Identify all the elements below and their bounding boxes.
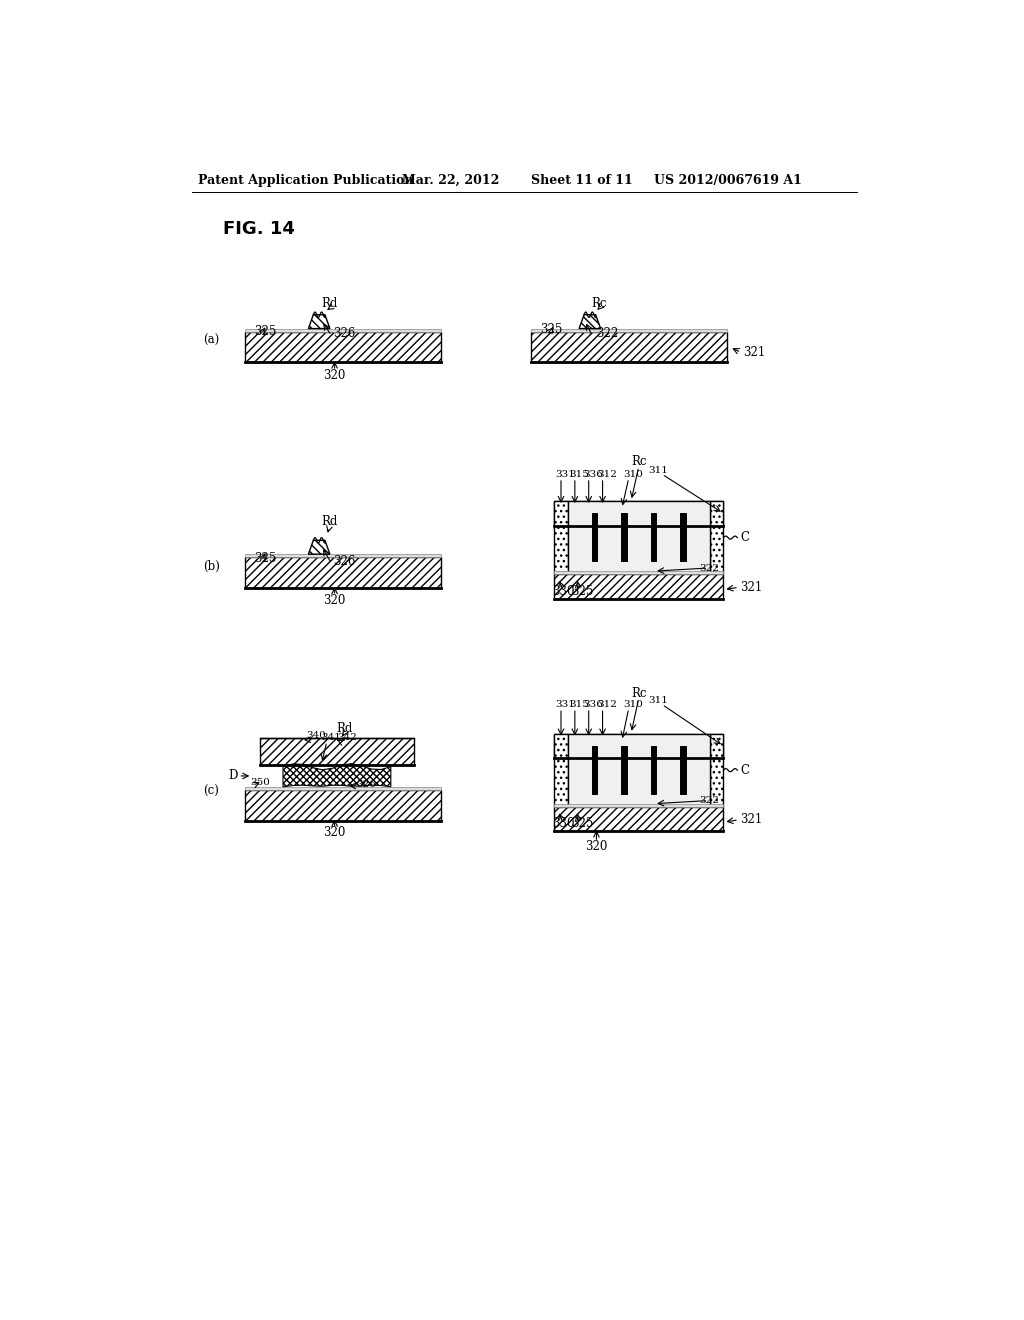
Text: 311: 311 [648,696,668,705]
Text: C: C [740,531,750,544]
Text: 325: 325 [254,552,276,565]
Text: 322: 322 [699,796,720,805]
Text: 336: 336 [584,470,603,479]
Bar [554,502,568,574]
Text: D: D [228,770,238,783]
Text: 321: 321 [742,346,765,359]
Bar [531,329,727,331]
Bar [554,574,724,599]
Text: C: C [740,764,750,776]
Text: 311: 311 [648,466,668,475]
Text: 322: 322 [699,564,720,573]
Text: Mar. 22, 2012: Mar. 22, 2012 [401,174,499,187]
Text: Rc: Rc [631,455,646,469]
Bar [245,557,441,589]
Text: 336: 336 [584,700,603,709]
Text: Patent Application Publication: Patent Application Publication [199,174,414,187]
Text: 326: 326 [333,326,355,339]
Polygon shape [308,314,330,329]
Text: 321: 321 [740,813,763,826]
Text: FIG. 14: FIG. 14 [223,220,295,238]
Text: 310: 310 [624,470,643,479]
Bar [554,807,724,832]
Bar [245,554,441,557]
Text: 312: 312 [597,700,617,709]
Bar [554,804,724,807]
Polygon shape [308,540,330,554]
Text: 325: 325 [254,325,276,338]
Text: Sheet 11 of 11: Sheet 11 of 11 [531,174,633,187]
Text: 350: 350 [250,779,269,787]
Bar [245,789,441,821]
Text: 341: 341 [322,733,341,742]
Bar [622,513,627,561]
Text: US 2012/0067619 A1: US 2012/0067619 A1 [654,174,802,187]
Text: 326: 326 [333,554,355,568]
Bar [651,746,656,793]
Bar [622,746,627,793]
Text: 325: 325 [571,817,593,830]
Text: 315: 315 [569,700,590,709]
Bar [592,513,597,561]
Text: 325: 325 [541,323,562,335]
Bar [260,738,414,766]
Bar [245,787,441,789]
Bar [568,734,710,807]
Text: 340: 340 [306,731,326,741]
Text: Rc: Rc [631,686,646,700]
Text: Rd: Rd [337,722,353,735]
Text: 330: 330 [553,585,575,598]
Text: (a): (a) [203,334,219,347]
Bar [245,331,441,363]
Bar [554,572,724,574]
Text: 342: 342 [337,733,356,742]
Bar [554,734,568,807]
Text: 320: 320 [324,826,346,840]
Text: (b): (b) [203,560,220,573]
Bar [680,513,686,561]
Text: Rc: Rc [591,297,606,310]
Text: 322: 322 [596,327,618,341]
Bar [651,513,656,561]
Text: 310: 310 [624,700,643,709]
Text: Rd: Rd [322,515,337,528]
Text: 331: 331 [556,700,575,709]
Text: 312: 312 [597,470,617,479]
Bar [680,746,686,793]
Bar [710,734,724,807]
Polygon shape [580,314,601,329]
Bar [568,502,710,574]
Text: 320: 320 [324,594,346,607]
Bar [245,329,441,331]
Text: 331: 331 [556,470,575,479]
Bar [592,746,597,793]
Bar [554,502,724,525]
Text: 330: 330 [553,817,575,830]
Text: (c): (c) [203,785,219,797]
Text: 321: 321 [740,581,763,594]
Bar [710,502,724,574]
Text: 315: 315 [569,470,590,479]
Bar [531,331,727,363]
Text: 325: 325 [571,585,593,598]
Text: 320: 320 [586,841,607,853]
Text: 320: 320 [324,370,346,381]
Text: Rd: Rd [322,297,337,310]
Text: 326: 326 [356,780,376,789]
Bar [554,734,724,758]
